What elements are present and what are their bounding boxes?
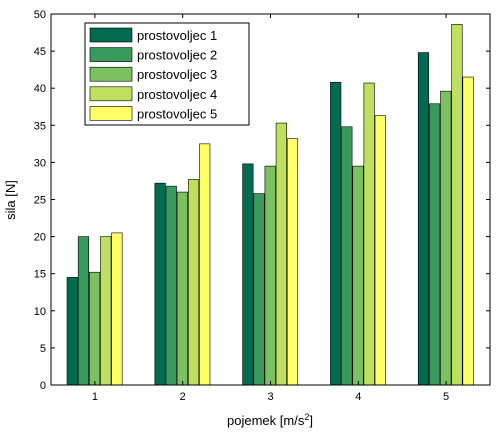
bar-5-series-2 (429, 103, 441, 386)
bar-1-series-1 (66, 277, 78, 386)
y-tick-label: 10 (34, 306, 46, 318)
bar-5-series-4 (451, 24, 463, 386)
legend-swatch-series-1 (89, 27, 133, 43)
bar-3-series-1 (242, 163, 254, 386)
x-tick-label: 1 (92, 391, 98, 403)
x-axis-label: pojemek [m/s2] (227, 412, 313, 428)
y-tick-label: 45 (34, 46, 46, 58)
legend-swatch-series-2 (89, 47, 133, 62)
x-axis: 1 2 3 4 5 (92, 14, 449, 403)
bar-5-series-1 (417, 52, 430, 386)
bar-2-series-3 (176, 191, 188, 386)
bar-2-series-4 (187, 179, 200, 386)
y-tick-label: 50 (34, 9, 46, 21)
y-axis-label: sila [N] (3, 180, 18, 220)
bar-5-series-5 (462, 76, 474, 386)
bar-4-series-2 (341, 126, 353, 386)
bar-4-series-5 (374, 115, 386, 386)
legend-swatch-series-5 (89, 106, 133, 121)
bar-3-series-4 (275, 122, 287, 386)
y-tick-label: 15 (34, 269, 46, 281)
bar-1-series-5 (111, 232, 123, 386)
legend-swatch-series-3 (89, 66, 133, 82)
x-tick-label: 2 (180, 391, 186, 403)
bar-2-series-1 (154, 182, 166, 386)
bar-1-series-3 (89, 271, 101, 386)
legend-swatch-series-4 (89, 86, 133, 102)
legend-label-series-5: prostovoljec 5 (137, 106, 217, 121)
y-axis: 0 5 10 15 20 25 30 35 40 45 50 (34, 9, 490, 392)
y-tick-label: 30 (34, 157, 46, 169)
bar-5-series-3 (440, 90, 452, 386)
legend-label-series-2: prostovoljec 2 (137, 48, 217, 63)
bar-3-series-3 (264, 165, 276, 386)
bar-4-series-1 (330, 81, 342, 386)
bar-2-series-2 (165, 185, 177, 386)
y-tick-label: 35 (34, 120, 46, 132)
y-tick-label: 20 (34, 232, 46, 244)
y-tick-label: 5 (40, 343, 46, 355)
legend: prostovoljec 1 prostovoljec 2 prostovoljec… (84, 22, 250, 126)
legend-label-series-1: prostovoljec 1 (137, 28, 217, 43)
y-tick-label: 0 (40, 380, 46, 392)
bar-1-series-4 (100, 236, 112, 386)
x-tick-label: 4 (355, 391, 361, 403)
legend-label-series-4: prostovoljec 4 (137, 87, 217, 102)
y-tick-label: 40 (34, 83, 46, 95)
bar-3-series-2 (253, 193, 265, 386)
bar-3-series-5 (286, 138, 299, 386)
bar-1-series-2 (77, 236, 90, 386)
bar-2-series-5 (199, 143, 211, 386)
y-tick-label: 25 (34, 195, 46, 207)
legend-label-series-3: prostovoljec 3 (137, 67, 217, 82)
x-tick-label: 5 (443, 391, 449, 403)
x-tick-label: 3 (267, 391, 273, 403)
bar-4-series-3 (352, 165, 364, 386)
bar-4-series-4 (363, 82, 375, 386)
x-axis-label-superscript: 2 (304, 412, 309, 422)
